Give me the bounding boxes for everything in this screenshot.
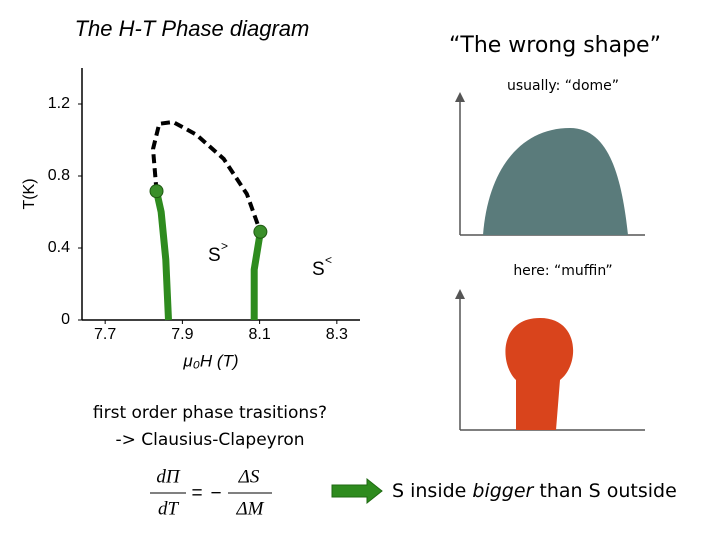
x-tick-label: 8.3 <box>326 326 348 343</box>
y-tick-label: 1.2 <box>48 95 70 112</box>
formula-part: dΠ <box>156 466 181 487</box>
y-tick-label: 0 <box>61 311 70 328</box>
arrowhead <box>455 289 465 299</box>
x-tick-label: 7.9 <box>171 326 193 343</box>
dome-panel <box>455 92 645 236</box>
dome-shape <box>483 128 628 235</box>
phase-line <box>151 120 263 233</box>
muffin-shape <box>505 318 574 430</box>
y-axis-label: T(K) <box>21 178 38 209</box>
conclusion-emphasis: bigger <box>472 480 534 502</box>
arrow <box>331 477 383 505</box>
phase-line <box>250 231 264 320</box>
dome-label: usually: “dome” <box>507 78 619 94</box>
y-tick-label: 0.4 <box>48 239 70 256</box>
formula-part: ΔS <box>238 466 260 487</box>
point-marker <box>253 224 268 239</box>
x-axis-label: μ₀H (T) <box>182 351 238 370</box>
formula-part: = <box>191 483 202 504</box>
formula-part: − <box>210 483 221 504</box>
y-tick-label: 0.8 <box>48 167 70 184</box>
right-title: “The wrong shape” <box>449 33 661 58</box>
formula: dΠ dT = − ΔS ΔM <box>150 466 272 519</box>
x-tick-label: 7.7 <box>94 326 116 343</box>
muffin-panel <box>455 289 645 431</box>
conclusion-text: than S outside <box>533 480 676 502</box>
question: first order phase trasitions? <box>93 403 327 423</box>
x-tick-label: 8.1 <box>248 326 270 343</box>
slide-title: The H-T Phase diagram <box>75 16 310 41</box>
conclusion: S inside bigger than S outside <box>392 480 677 502</box>
formula-part: ΔM <box>236 498 265 519</box>
conclusion-text: S inside <box>392 480 472 502</box>
phase-line <box>153 190 172 321</box>
formula-part: dT <box>158 498 180 519</box>
muffin-label: here: “muffin” <box>513 263 612 279</box>
method: -> Clausius-Clapeyron <box>115 430 304 450</box>
annotation: S <box>208 245 221 266</box>
arrowhead <box>455 92 465 102</box>
annotation: S <box>312 259 325 280</box>
annotation-sup: > <box>221 239 228 253</box>
annotation-sup: < <box>325 253 332 267</box>
point-marker <box>149 184 164 199</box>
